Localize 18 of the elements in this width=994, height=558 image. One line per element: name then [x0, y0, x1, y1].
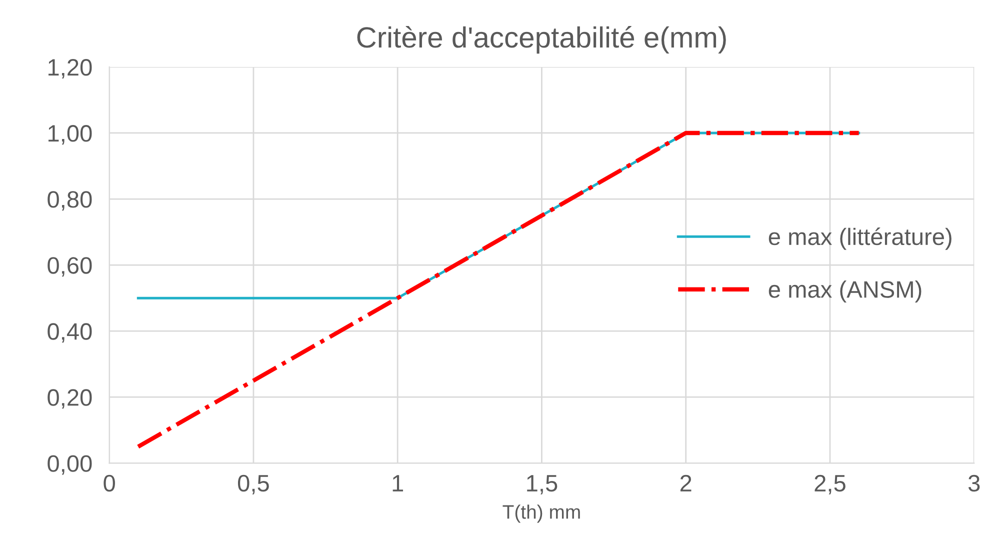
x-tick-label: 1 [392, 475, 404, 492]
y-tick-label: 1,20 [48, 59, 92, 79]
x-tick-label: 2 [680, 474, 692, 492]
y-tick-label: 0,80 [48, 191, 92, 211]
y-tick-label: 0,40 [48, 323, 92, 343]
x-axis-title: T(th) mm [502, 504, 580, 523]
x-tick-label: 3 [968, 474, 980, 492]
y-tick-label: 0,60 [48, 257, 92, 277]
x-tick-label: 2,5 [814, 474, 846, 494]
x-tick-label: 1,5 [527, 475, 558, 494]
y-tick-label: 0,20 [48, 389, 92, 409]
legend-label: e max (littérature) [768, 228, 952, 250]
chart-title: Critère d'acceptabilité e(mm) [357, 26, 726, 54]
x-tick-label: 0 [104, 474, 115, 492]
y-tick-label: 1,00 [48, 125, 92, 145]
x-tick-label: 0,5 [238, 474, 269, 494]
y-tick-label: 0,00 [48, 455, 92, 475]
legend-label: e max (ANSM) [768, 280, 922, 303]
